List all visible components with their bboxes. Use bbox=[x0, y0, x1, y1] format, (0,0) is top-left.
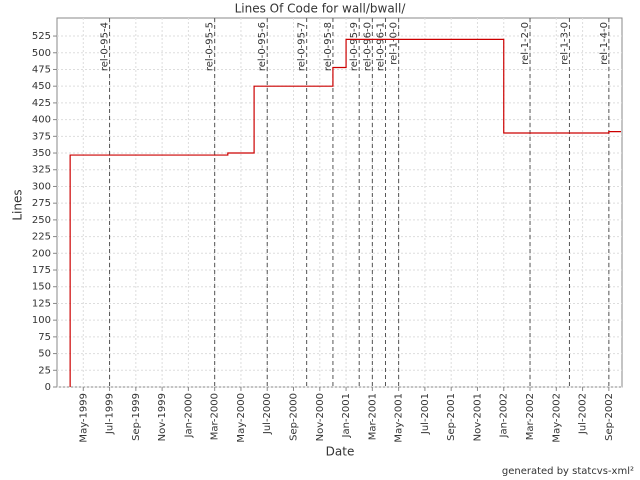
x-tick-label: Jan-2002 bbox=[499, 393, 510, 438]
tag-label: rel-0-95-4 bbox=[100, 22, 111, 71]
x-tick-label: Nov-1999 bbox=[157, 393, 168, 441]
x-tick-label: Jul-2002 bbox=[578, 393, 589, 435]
x-tick-label: Mar-2002 bbox=[525, 393, 536, 440]
x-tick-label: Sep-2000 bbox=[289, 393, 300, 441]
tag-label: rel-0-96-1 bbox=[375, 22, 386, 71]
y-tick-label: 350 bbox=[32, 148, 51, 159]
tag-label: rel-0-95-8 bbox=[323, 22, 334, 71]
tag-label: rel-0-95-7 bbox=[297, 22, 308, 71]
y-tick-label: 225 bbox=[32, 232, 51, 243]
y-tick-label: 75 bbox=[38, 332, 51, 343]
y-tick-label: 150 bbox=[32, 282, 51, 293]
x-tick-label: Jul-2000 bbox=[262, 393, 273, 435]
tag-label: rel-0-95-9 bbox=[349, 22, 360, 71]
x-tick-label: Jul-2001 bbox=[420, 393, 431, 435]
tag-label: rel-1-4-0 bbox=[599, 22, 610, 65]
y-tick-label: 400 bbox=[32, 115, 51, 126]
tag-label: rel-0-95-5 bbox=[205, 22, 216, 71]
x-tick-label: Sep-1999 bbox=[131, 393, 142, 441]
footer: generated by statcvs-xml² bbox=[502, 466, 634, 477]
y-tick-label: 525 bbox=[32, 31, 51, 42]
x-tick-label: Mar-2000 bbox=[210, 393, 221, 440]
x-tick-label: Sep-2002 bbox=[604, 393, 615, 441]
x-tick-label: Nov-2001 bbox=[472, 393, 483, 441]
y-tick-label: 450 bbox=[32, 81, 51, 92]
x-tick-label: May-1999 bbox=[78, 393, 89, 443]
y-tick-label: 500 bbox=[32, 48, 51, 59]
y-tick-label: 25 bbox=[38, 365, 51, 376]
x-tick-label: Jul-1999 bbox=[105, 393, 116, 435]
tag-label: rel-1-2-0 bbox=[520, 22, 531, 65]
x-tick-label: Jan-2001 bbox=[341, 393, 352, 438]
y-tick-label: 250 bbox=[32, 215, 51, 226]
y-tick-label: 475 bbox=[32, 64, 51, 75]
y-tick-label: 425 bbox=[32, 98, 51, 109]
y-tick-label: 50 bbox=[38, 349, 51, 360]
y-tick-label: 200 bbox=[32, 248, 51, 259]
x-axis-title: Date bbox=[326, 445, 355, 459]
plot-area bbox=[56, 17, 623, 388]
tag-label: rel-1-0-0 bbox=[389, 22, 400, 65]
y-tick-label: 275 bbox=[32, 198, 51, 209]
chart-title: Lines Of Code for wall/bwall/ bbox=[235, 2, 407, 16]
tag-label: rel-0-95-6 bbox=[257, 22, 268, 71]
y-tick-label: 300 bbox=[32, 181, 51, 192]
x-tick-label: Jan-2000 bbox=[183, 393, 194, 438]
x-tick-label: May-2002 bbox=[551, 393, 562, 443]
y-tick-label: 100 bbox=[32, 315, 51, 326]
y-axis-title: Lines bbox=[11, 189, 25, 220]
y-tick-label: 375 bbox=[32, 131, 51, 142]
x-tick-label: May-2000 bbox=[236, 393, 247, 443]
y-tick-label: 175 bbox=[32, 265, 51, 276]
tag-label: rel-0-96-0 bbox=[362, 22, 373, 71]
x-tick-label: Nov-2000 bbox=[315, 393, 326, 441]
series-line bbox=[69, 38, 621, 387]
y-tick-label: 125 bbox=[32, 298, 51, 309]
x-tick-label: Sep-2001 bbox=[446, 393, 457, 441]
y-tick-label: 325 bbox=[32, 165, 51, 176]
x-tick-label: May-2001 bbox=[394, 393, 405, 443]
y-tick-label: 0 bbox=[45, 382, 51, 393]
x-tick-label: Mar-2001 bbox=[367, 393, 378, 440]
tag-label: rel-1-3-0 bbox=[559, 22, 570, 65]
